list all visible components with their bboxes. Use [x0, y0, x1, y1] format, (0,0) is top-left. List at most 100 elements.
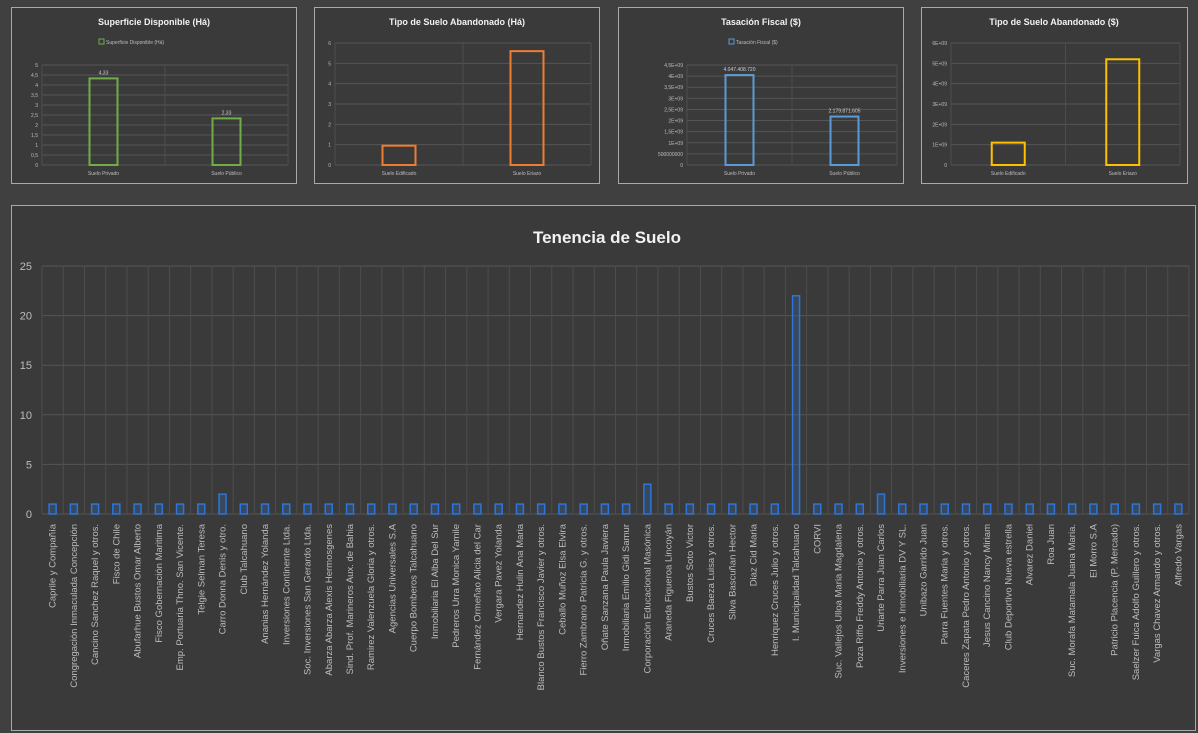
x-tick-label: Abarza Abarza Alexis Hermosgenes	[324, 524, 335, 676]
x-tick-label: Blanco Bustos Francisco Javier y otros.	[536, 524, 547, 690]
bar	[579, 503, 588, 515]
gridlines	[686, 64, 898, 166]
chart-tenencia-de-suelo: Tenencia de Suelo 0 5 10 15 20 25 Caprile y Co…	[11, 205, 1196, 731]
y-tick-label: 2,5E+09	[664, 107, 683, 113]
bar	[664, 503, 673, 515]
gridlines	[334, 42, 592, 166]
y-tick-label: 6	[328, 41, 331, 47]
bar	[990, 141, 1026, 166]
x-axis: Suelo Privado Suelo Público	[724, 171, 860, 177]
bar	[536, 503, 546, 515]
x-tick-label: Suelo Eriazo	[513, 171, 542, 177]
x-tick-label: Patricio Placencia (P. Mercado)	[1110, 524, 1121, 656]
bar	[982, 503, 992, 515]
bar	[829, 115, 860, 166]
y-tick-label: 0	[35, 163, 38, 169]
x-tick-label: Caprile y Compañía	[48, 523, 59, 608]
legend-swatch	[728, 38, 735, 45]
x-tick-label: Suelo Edificado	[382, 171, 417, 177]
x-tick-label: Bustos Soto Victor	[685, 524, 696, 602]
x-tick-label: Club Deportivo Nueva estrella	[1003, 523, 1014, 650]
bar	[643, 483, 652, 515]
y-tick-label: 500000000	[658, 152, 683, 158]
bar	[1089, 503, 1098, 515]
bar	[381, 144, 417, 166]
x-tick-label: Suelo Privado	[724, 171, 755, 177]
bar	[366, 503, 376, 515]
x-tick-label: Cruces Baeza Luisa y otros.	[706, 524, 717, 643]
bar	[48, 503, 57, 515]
bar	[509, 50, 545, 167]
y-tick-label: 3,5	[31, 93, 38, 99]
x-tick-label: CORVI	[812, 524, 823, 554]
x-tick-label: Suc. Vallejos Ulloa Maria Magdalena	[834, 523, 845, 678]
x-axis: Suelo Edificado Suelo Eriazo	[382, 171, 542, 177]
bar	[197, 503, 206, 515]
y-tick-label: 25	[20, 261, 32, 273]
x-tick-label: Pedreros Urra Monica Yamile	[451, 524, 462, 648]
x-tick-label: Inversiones e Inmobiliaria DV Y SL.	[897, 524, 908, 673]
x-tick-label: Hernandez Hulin Ana Maria	[515, 523, 526, 640]
x-tick-label: Ananias Hernández Yolanda	[260, 523, 271, 644]
x-tick-label: Henriquez Cruces Julio y otros.	[770, 524, 781, 656]
bar	[388, 503, 397, 515]
chart-tipo-suelo-ha: Tipo de Suelo Abandonado (Há) 0 1 2 3 4 5 6 Sue…	[314, 7, 600, 184]
bar	[1067, 503, 1077, 515]
legend-swatch	[98, 38, 105, 45]
chart-tipo-suelo-pesos: Tipo de Suelo Abandonado ($) 0 1E+09 2E+09…	[921, 7, 1188, 184]
y-tick-label: 15	[20, 360, 32, 372]
bar	[940, 503, 949, 515]
bar	[69, 503, 79, 515]
y-tick-label: 5	[35, 63, 38, 69]
bars	[381, 50, 545, 167]
y-tick-label: 3E+09	[932, 102, 947, 108]
y-axis: 0 5 10 15 20 25	[20, 261, 32, 521]
chart-title: Tasación Fiscal ($)	[721, 17, 801, 27]
x-tick-label: Unibazo Garrido Juan	[918, 524, 929, 616]
x-tick-label: Carro Donna Denis y otro.	[218, 524, 229, 634]
bar	[558, 503, 567, 515]
x-tick-label: Alvarez Daniel	[1025, 524, 1036, 585]
x-tick-label: Inversiones Continente Ltda.	[281, 524, 292, 645]
chart-svg: Tenencia de Suelo 0 5 10 15 20 25 Caprile y Co…	[20, 228, 1190, 690]
y-tick-label: 4E+09	[932, 82, 947, 88]
y-tick-label: 6E+09	[932, 41, 947, 47]
bar	[1105, 58, 1141, 166]
chart-title: Tenencia de Suelo	[533, 228, 681, 247]
bar	[706, 503, 716, 515]
x-tick-label: Abufarhue Bustos Omar Alberto	[133, 524, 144, 658]
x-tick-label: Congregación Inmaculada Concepción	[69, 524, 80, 688]
x-tick-label: Alfredo Vargas	[1173, 524, 1184, 586]
y-tick-label: 0	[944, 163, 947, 169]
y-tick-label: 10	[20, 410, 32, 422]
x-tick-label: Poza Riffo Freddy Antonio y otros.	[855, 524, 866, 668]
bar	[898, 503, 907, 515]
bar	[876, 493, 886, 515]
bar	[961, 503, 971, 515]
y-tick-label: 4	[328, 82, 331, 88]
bar	[855, 503, 865, 515]
y-tick-label: 4,5E+09	[664, 63, 683, 69]
bar	[1046, 503, 1056, 515]
y-tick-label: 1	[35, 143, 38, 149]
x-tick-label: Sind. Prof. Marineros Aux. de Bahia	[345, 523, 356, 674]
bar	[239, 503, 249, 515]
bar	[88, 77, 119, 166]
y-axis: 0 1 2 3 4 5 6	[328, 41, 331, 169]
x-tick-label: Suelo Eriazo	[1109, 171, 1138, 177]
x-tick-label: Parra Fuentes Maria y otros.	[940, 524, 951, 644]
chart-svg: Tipo de Suelo Abandonado ($) 0 1E+09 2E+09…	[932, 17, 1181, 177]
y-tick-label: 2E+09	[932, 122, 947, 128]
bar	[112, 503, 121, 515]
bar	[600, 503, 610, 515]
bar	[749, 503, 758, 515]
x-tick-label: Diaz Cid Maria	[749, 523, 760, 586]
bar	[834, 503, 843, 515]
bars	[990, 58, 1141, 166]
data-label: 2,33	[222, 110, 232, 116]
x-tick-label: Uriarte Parra Juan Carlos	[876, 524, 887, 632]
x-axis: Suelo Privado Suelo Público	[88, 171, 242, 177]
bar	[175, 503, 185, 515]
y-tick-label: 1E+09	[668, 141, 683, 147]
x-tick-label: Saelzer Fuica Adolfo Guillero y otros.	[1131, 524, 1142, 680]
